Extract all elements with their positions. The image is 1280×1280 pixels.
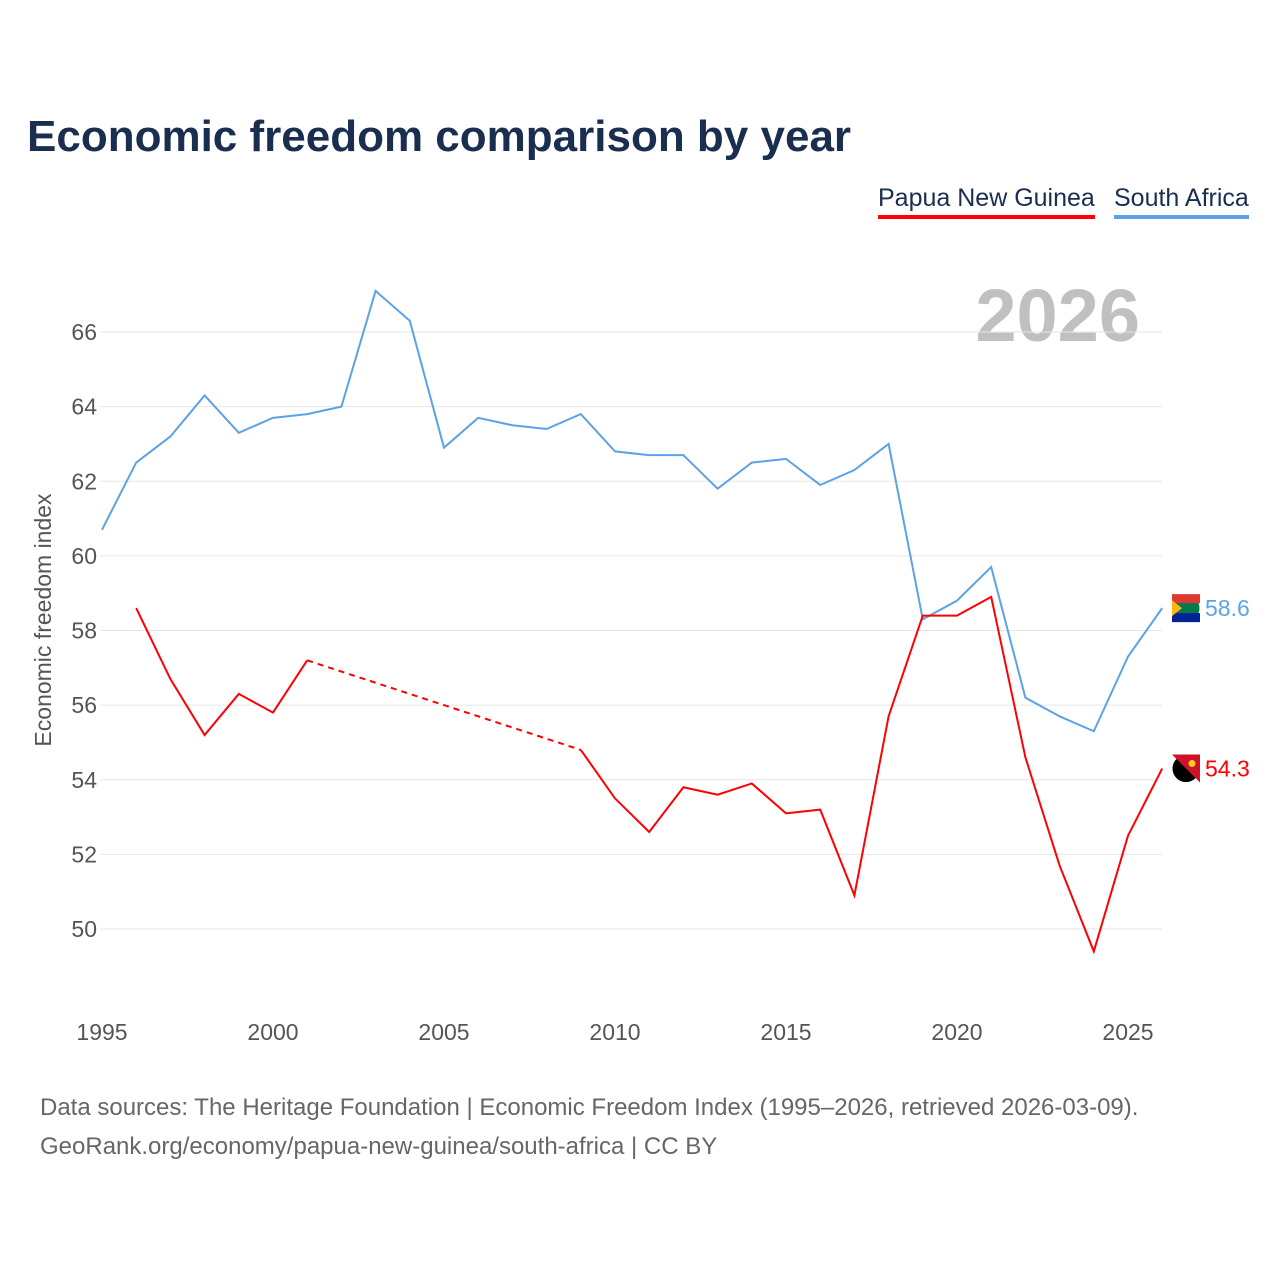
y-axis-label: Economic freedom index bbox=[30, 493, 56, 747]
y-tick-label: 66 bbox=[71, 319, 97, 345]
x-tick-label: 1995 bbox=[76, 1019, 127, 1045]
year-watermark: 2026 bbox=[975, 274, 1140, 357]
legend-south-africa[interactable]: South Africa bbox=[1114, 184, 1249, 219]
x-tick-label: 2010 bbox=[589, 1019, 640, 1045]
source-note: Data sources: The Heritage Foundation | … bbox=[40, 1088, 1138, 1166]
papua-new-guinea-line bbox=[135, 607, 309, 737]
source-line-1: Data sources: The Heritage Foundation | … bbox=[40, 1094, 1139, 1121]
y-tick-label: 56 bbox=[71, 692, 97, 718]
flag-blue-band bbox=[1172, 613, 1200, 623]
x-tick-label: 2020 bbox=[931, 1019, 982, 1045]
y-tick-label: 54 bbox=[71, 767, 97, 793]
flag-triangle bbox=[1172, 600, 1182, 617]
x-tick-label: 2015 bbox=[760, 1019, 811, 1045]
y-tick-label: 52 bbox=[71, 841, 97, 867]
legend-papua-new-guinea[interactable]: Papua New Guinea bbox=[878, 184, 1095, 219]
x-tick-label: 2025 bbox=[1102, 1019, 1153, 1045]
south-africa-end-label: 58.6 bbox=[1205, 595, 1250, 621]
papua-new-guinea-line bbox=[579, 595, 1164, 955]
y-tick-label: 60 bbox=[71, 543, 97, 569]
papua-new-guinea-gap-line bbox=[306, 659, 582, 751]
south-africa-line bbox=[101, 289, 1164, 733]
y-tick-label: 64 bbox=[71, 394, 97, 420]
source-line-2[interactable]: GeoRank.org/economy/papua-new-guinea/sou… bbox=[40, 1133, 718, 1160]
flag-red-band bbox=[1172, 594, 1200, 604]
flag-bird bbox=[1188, 760, 1196, 768]
x-tick-label: 2005 bbox=[418, 1019, 469, 1045]
y-tick-label: 62 bbox=[71, 468, 97, 494]
y-tick-label: 58 bbox=[71, 618, 97, 644]
chart-title: Economic freedom comparison by year bbox=[27, 112, 852, 161]
y-tick-label: 50 bbox=[71, 916, 97, 942]
papua-new-guinea-end-label: 54.3 bbox=[1205, 756, 1250, 782]
x-tick-label: 2000 bbox=[247, 1019, 298, 1045]
